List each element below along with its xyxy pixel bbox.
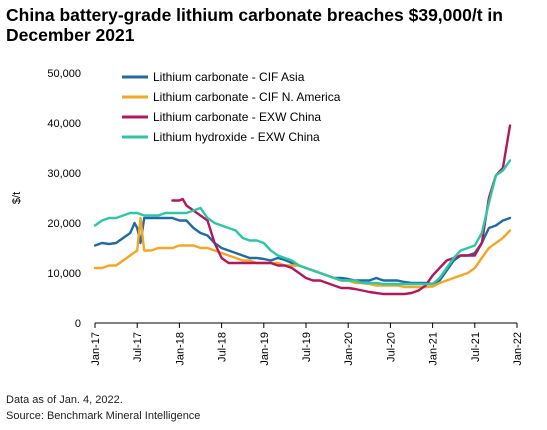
y-axis-ticks: 0 10,000 20,000 30,000 40,000 50,000 — [47, 68, 81, 330]
legend-label: Lithium carbonate - CIF Asia — [153, 70, 305, 84]
series-line — [171, 124, 512, 296]
x-tick-label: Jan-17 — [90, 332, 102, 366]
y-tick-label: 0 — [75, 318, 81, 330]
x-tick-label: Jan-18 — [174, 332, 186, 366]
series-line — [93, 159, 512, 286]
y-axis-label: $/t — [11, 192, 23, 204]
x-tick-label: Jul-20 — [385, 332, 397, 362]
data-date-note: Data as of Jan. 4, 2022. — [6, 394, 123, 406]
y-tick-label: 30,000 — [47, 168, 81, 180]
legend-label: Lithium hydroxide - EXW China — [153, 130, 320, 144]
x-tick-label: Jul-17 — [132, 332, 144, 362]
x-tick-label: Jul-21 — [470, 332, 482, 362]
y-tick-label: 40,000 — [47, 118, 81, 130]
x-tick-label: Jan-22 — [512, 332, 524, 366]
y-tick-label: 50,000 — [47, 68, 81, 80]
legend-label: Lithium carbonate - CIF N. America — [153, 90, 341, 104]
legend: Lithium carbonate - CIF Asia Lithium carb… — [122, 70, 341, 144]
chart-title: China battery-grade lithium carbonate br… — [6, 5, 503, 45]
x-tick-label: Jul-19 — [301, 332, 313, 362]
x-axis-ticks: Jan-17 Jul-17 Jan-18 Jul-18 Jan-19 Jul-19 Jan-… — [90, 323, 524, 366]
y-tick-label: 10,000 — [47, 268, 81, 280]
x-tick-label: Jan-19 — [259, 332, 271, 366]
series-lines — [93, 124, 512, 296]
x-tick-label: Jan-20 — [343, 332, 355, 366]
y-tick-label: 20,000 — [47, 218, 81, 230]
source-note: Source: Benchmark Mineral Intelligence — [6, 410, 201, 422]
x-tick-label: Jan-21 — [428, 332, 440, 366]
legend-label: Lithium carbonate - EXW China — [153, 110, 321, 124]
x-tick-label: Jul-18 — [217, 332, 229, 362]
